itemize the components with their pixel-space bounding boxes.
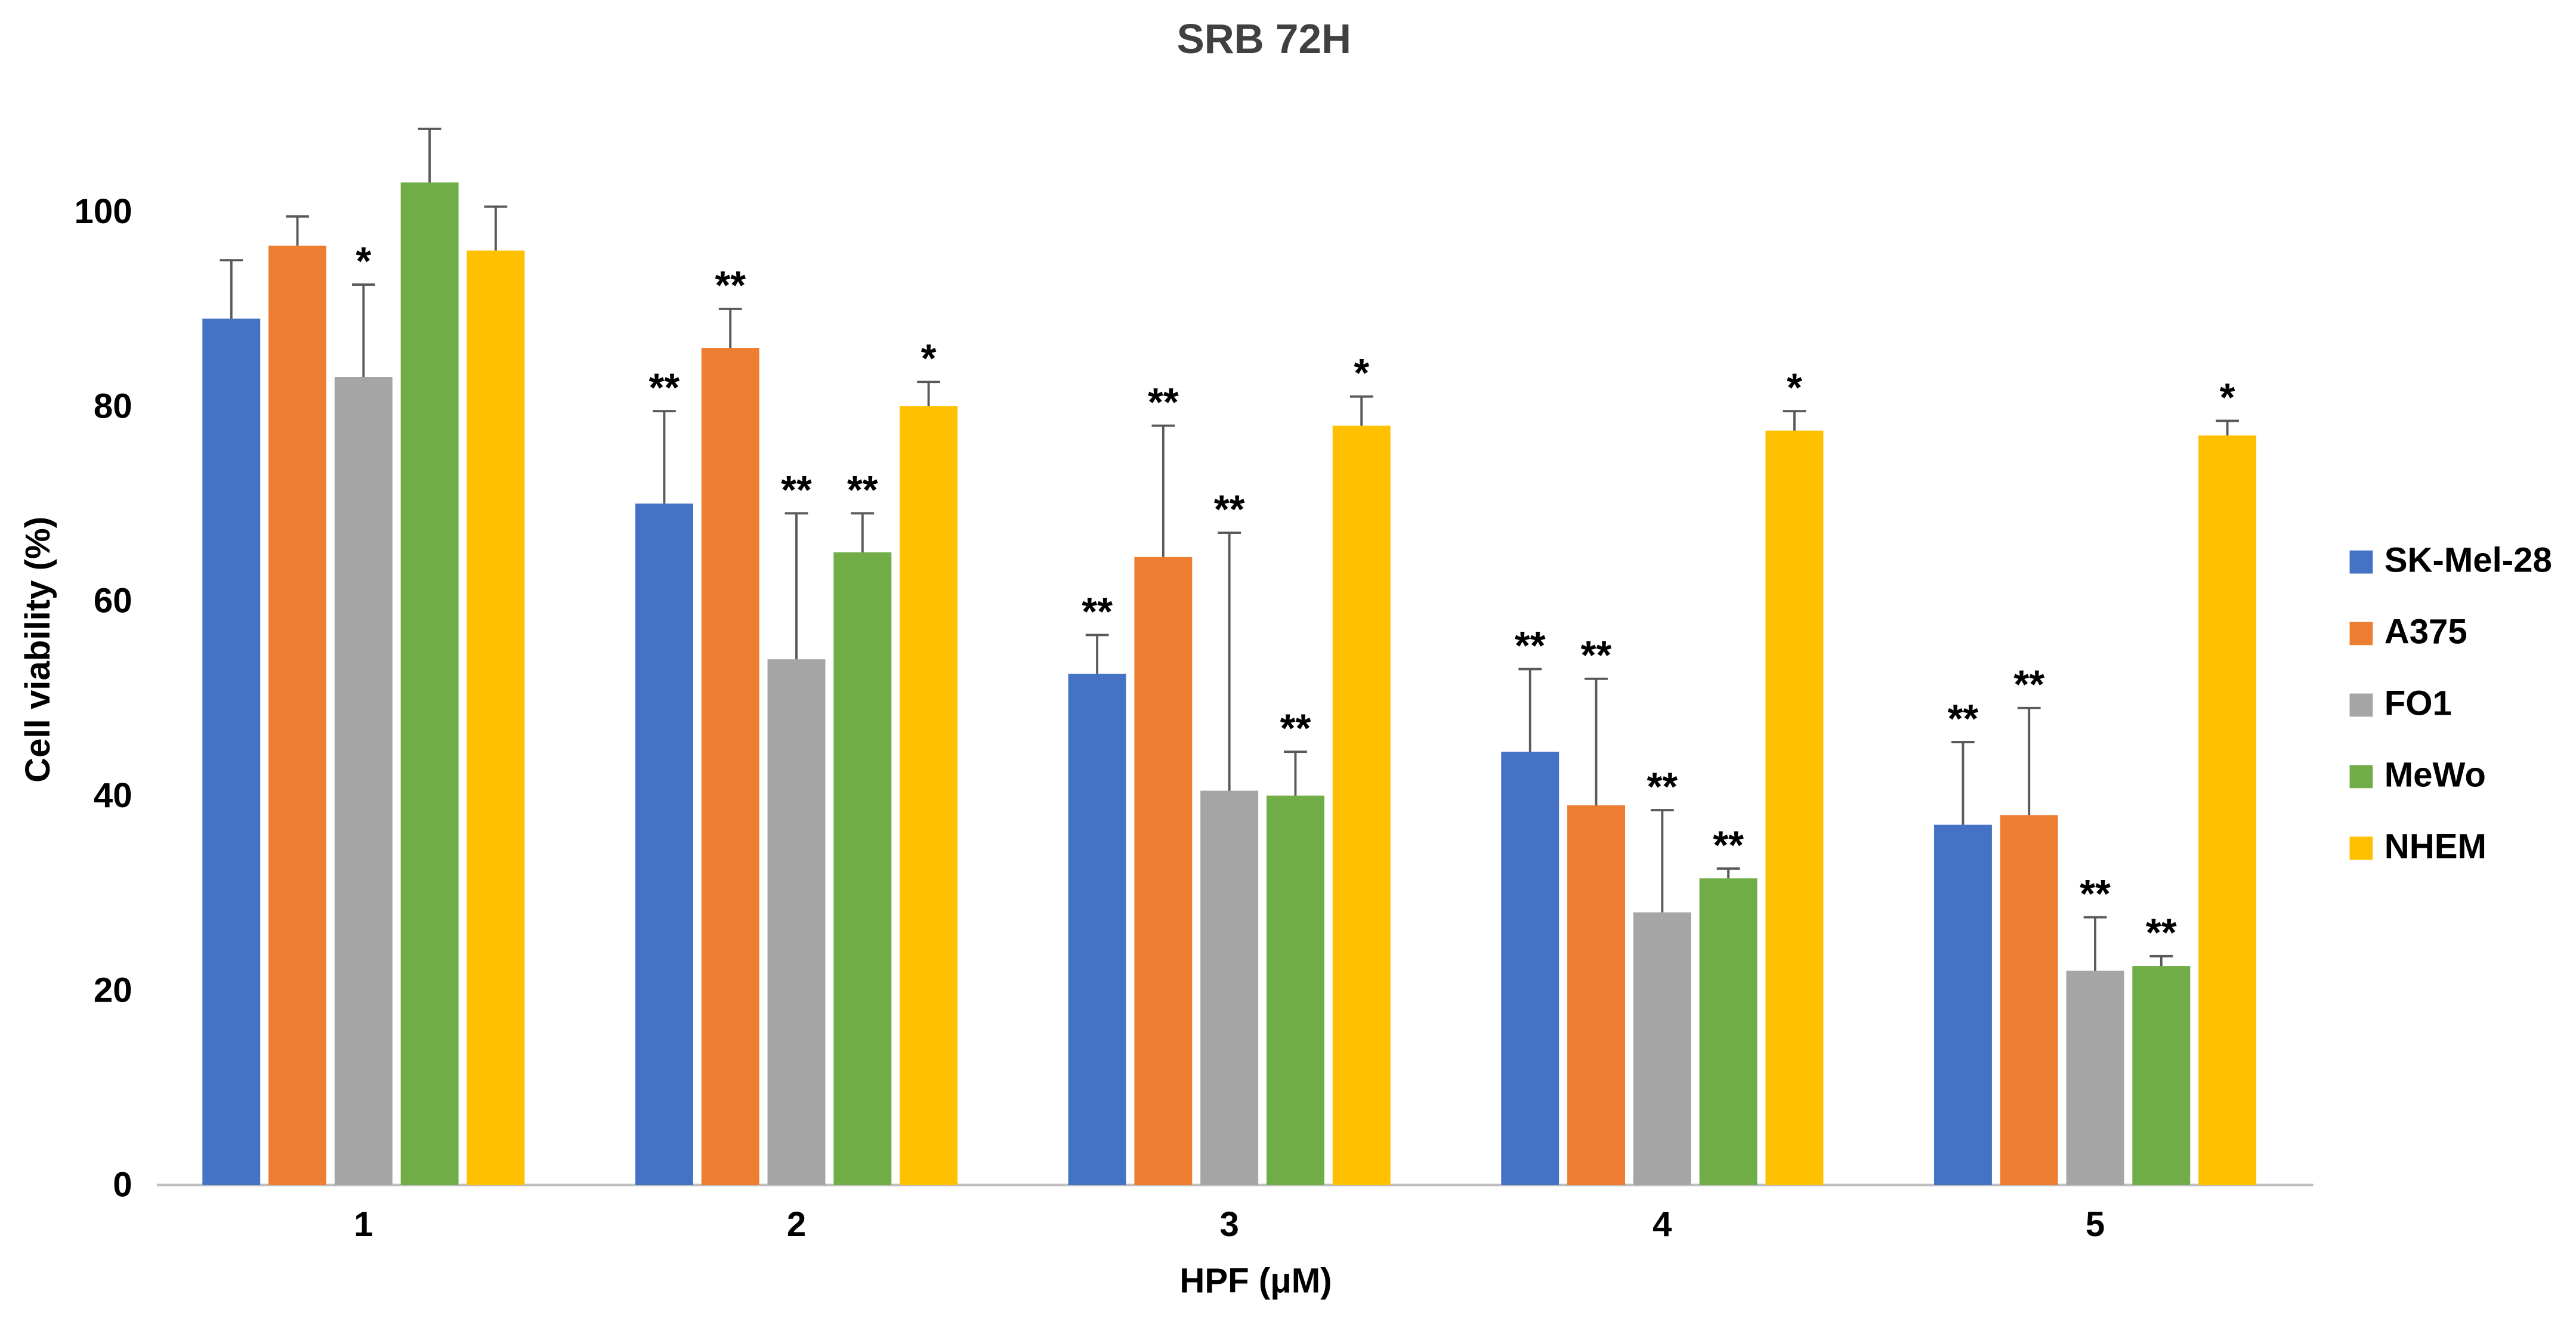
significance-label: *	[1354, 351, 1369, 396]
bar	[833, 552, 892, 1185]
bar	[1567, 805, 1626, 1185]
significance-label: **	[1148, 381, 1179, 425]
significance-label: **	[649, 366, 680, 410]
significance-label: **	[1713, 823, 1744, 867]
bar	[1633, 912, 1691, 1185]
bar	[767, 659, 826, 1185]
bar	[900, 406, 958, 1185]
legend-item-label: FO1	[2385, 684, 2452, 723]
bar	[2198, 435, 2257, 1185]
legend-swatch	[2349, 693, 2373, 717]
significance-label: **	[2146, 911, 2177, 955]
y-tick-label: 20	[94, 971, 132, 1009]
legend-swatch	[2349, 765, 2373, 789]
x-category-label: 3	[1220, 1205, 1239, 1244]
bar	[268, 245, 327, 1185]
bar	[1200, 790, 1259, 1185]
y-tick-label: 100	[75, 192, 132, 231]
bar	[467, 250, 525, 1185]
x-category-label: 1	[354, 1205, 373, 1244]
legend-swatch	[2349, 622, 2373, 645]
y-tick-label: 40	[94, 776, 132, 815]
bar	[400, 182, 459, 1185]
legend-item-label: NHEM	[2385, 827, 2487, 866]
significance-label: **	[2080, 872, 2111, 916]
legend-swatch	[2349, 836, 2373, 860]
x-category-label: 5	[2086, 1205, 2105, 1244]
legend-item-label: A375	[2385, 613, 2467, 651]
bar	[1501, 752, 1559, 1185]
bar	[1933, 824, 1992, 1185]
y-tick-label: 60	[94, 582, 132, 620]
y-tick-label: 80	[94, 387, 132, 425]
significance-label: **	[781, 468, 812, 512]
significance-label: **	[1647, 765, 1678, 809]
bar	[1134, 557, 1193, 1185]
bar	[2066, 971, 2124, 1185]
x-category-label: 4	[1653, 1205, 1672, 1244]
significance-label: **	[715, 264, 746, 308]
legend-item-label: MeWo	[2385, 755, 2486, 794]
significance-label: **	[1515, 624, 1546, 668]
significance-label: *	[2220, 376, 2235, 420]
bar	[1699, 878, 1758, 1185]
bar	[635, 503, 693, 1185]
y-axis-title: Cell viability (%)	[18, 517, 57, 783]
significance-label: **	[1581, 634, 1612, 678]
y-tick-label: 0	[113, 1166, 132, 1204]
bar	[1332, 425, 1391, 1185]
bar	[202, 319, 261, 1185]
bar	[1068, 674, 1126, 1185]
bar	[1765, 430, 1824, 1185]
significance-label: *	[356, 239, 371, 283]
chart-title: SRB 72H	[1177, 16, 1351, 62]
significance-label: *	[1787, 366, 1802, 410]
legend-swatch	[2349, 550, 2373, 574]
bar	[1266, 795, 1324, 1185]
significance-label: **	[1214, 487, 1245, 532]
x-category-label: 2	[787, 1205, 806, 1244]
x-axis-title: HPF (μM)	[1179, 1261, 1332, 1300]
significance-label: **	[1280, 707, 1311, 751]
legend: SK-Mel-28 A375 FO1 MeWo NHEM	[2349, 541, 2552, 866]
legend-item-label: SK-Mel-28	[2385, 541, 2552, 580]
significance-label: **	[847, 468, 878, 512]
significance-label: *	[921, 337, 937, 381]
bar	[334, 377, 393, 1185]
significance-label: **	[2013, 663, 2044, 707]
bar	[2132, 966, 2191, 1185]
bar	[2000, 815, 2058, 1185]
bar	[701, 348, 759, 1185]
significance-label: **	[1948, 697, 1979, 741]
significance-label: **	[1082, 590, 1113, 634]
